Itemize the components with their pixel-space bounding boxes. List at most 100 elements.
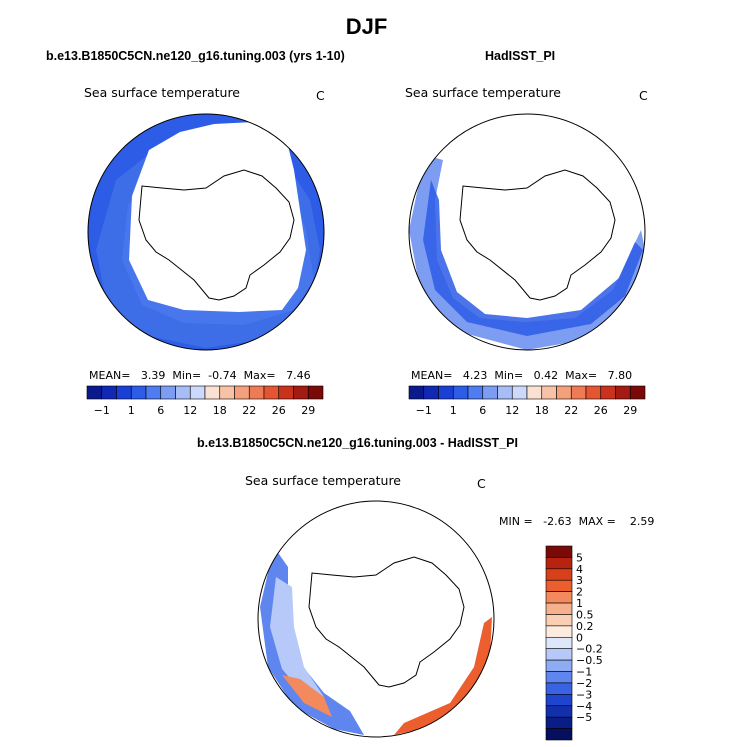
right-min-label: Min= [494, 369, 524, 382]
colorbar-swatch [615, 385, 631, 400]
colorbar-swatch [130, 385, 147, 400]
colorbar-swatch [438, 385, 454, 400]
figure-title: DJF [345, 14, 388, 39]
right-max-label: Max= [565, 369, 598, 382]
right-sst-map [408, 113, 646, 351]
colorbar-tick-label: 22 [564, 404, 578, 417]
colorbar-tick-label: 26 [594, 404, 608, 417]
colorbar-swatch [545, 705, 573, 718]
colorbar-swatch [545, 682, 573, 695]
left-panel-header: b.e13.B1850C5CN.ne120_g16.tuning.003 (yr… [46, 49, 345, 63]
diff-antarctica-coastline [308, 556, 465, 688]
colorbar-swatch [204, 385, 221, 400]
diff-warm-patch-west [282, 675, 332, 717]
left-min-value: -0.74 [208, 369, 237, 382]
colorbar-tick-label: 12 [183, 404, 197, 417]
colorbar-swatch [86, 385, 103, 400]
right-map-border [408, 113, 646, 351]
colorbar-tick-label: 1 [576, 597, 583, 610]
colorbar-tick-label: 1 [128, 404, 135, 417]
colorbar-tick-label: 29 [623, 404, 637, 417]
colorbar-swatch [101, 385, 117, 400]
colorbar-tick-label: 1 [450, 404, 457, 417]
colorbar-swatch [545, 568, 573, 581]
colorbar-swatch [248, 385, 265, 400]
left-max-value: 7.46 [286, 369, 311, 382]
colorbar-swatch [219, 385, 235, 400]
right-stats-line: MEAN= 4.23 Min= 0.42 Max= 7.80 [411, 369, 632, 382]
colorbar-swatch [511, 385, 528, 400]
diff-variable-label: Sea surface temperature [245, 473, 401, 488]
colorbar-swatch [545, 659, 573, 672]
left-stats-line: MEAN= 3.39 Min= -0.74 Max= 7.46 [89, 369, 311, 382]
colorbar-swatch [545, 557, 573, 570]
colorbar-swatch [600, 385, 616, 400]
colorbar-swatch [526, 385, 543, 400]
colorbar-swatch [278, 385, 294, 400]
left-mean-value: 3.39 [140, 369, 166, 382]
colorbar-swatch [545, 579, 573, 592]
colorbar-swatch [545, 694, 573, 707]
colorbar-swatch [497, 385, 513, 400]
colorbar-tick-label: 0.5 [576, 608, 594, 621]
colorbar-tick-label: −1 [416, 404, 432, 417]
left-colorbar: −1 1 6 12 18 22 26 29 [86, 385, 324, 417]
colorbar-swatch [116, 385, 132, 400]
colorbar-swatch [629, 385, 646, 400]
colorbar-swatch [452, 385, 469, 400]
left-map-border [87, 113, 325, 351]
colorbar-tick-label: 6 [479, 404, 486, 417]
left-antarctica-coastline [138, 169, 295, 301]
right-min-value: 0.42 [533, 369, 559, 382]
colorbar-swatch [545, 614, 573, 627]
colorbar-swatch [175, 385, 191, 400]
colorbar-tick-label: 3 [576, 574, 583, 587]
diff-sst-map [257, 500, 495, 738]
colorbar-tick-label: 4 [576, 563, 583, 576]
right-units-label: C [639, 88, 648, 103]
colorbar-swatch [263, 385, 280, 400]
left-sst-map [87, 113, 325, 351]
colorbar-swatch [545, 545, 573, 558]
colorbar-swatch [293, 385, 309, 400]
colorbar-swatch [234, 385, 250, 400]
colorbar-swatch [545, 591, 573, 604]
left-max-label: Max= [243, 369, 276, 382]
diff-weak-cold-band [270, 577, 324, 697]
right-max-value: 7.80 [607, 369, 633, 382]
colorbar-swatch [189, 385, 206, 400]
right-panel-header: HadISST_PI [485, 49, 556, 63]
colorbar-swatch [545, 716, 573, 729]
colorbar-tick-label: 26 [272, 404, 286, 417]
colorbar-tick-label: 0 [576, 631, 583, 644]
colorbar-swatch [545, 671, 573, 684]
colorbar-tick-label: 29 [301, 404, 315, 417]
diff-warm-band-east [394, 617, 492, 735]
colorbar-swatch [545, 648, 573, 661]
colorbar-swatch [145, 385, 162, 400]
colorbar-swatch [585, 385, 602, 400]
left-min-label: Min= [172, 369, 202, 382]
colorbar-tick-label: −2 [576, 677, 592, 690]
left-units-label: C [316, 88, 325, 103]
colorbar-tick-label: −1 [576, 666, 592, 679]
colorbar-tick-label: −0.5 [576, 654, 603, 667]
right-variable-label: Sea surface temperature [405, 85, 561, 100]
colorbar-tick-label: −0.2 [576, 643, 603, 656]
colorbar-swatch [307, 385, 324, 400]
colorbar-tick-label: 12 [505, 404, 519, 417]
left-variable-label: Sea surface temperature [84, 85, 240, 100]
colorbar-swatch [556, 385, 572, 400]
colorbar-swatch [541, 385, 557, 400]
colorbar-tick-label: 6 [157, 404, 164, 417]
colorbar-tick-label: 0.2 [576, 620, 594, 633]
colorbar-swatch [482, 385, 498, 400]
colorbar-swatch [545, 728, 573, 741]
colorbar-swatch [545, 602, 573, 615]
colorbar-tick-label: 18 [213, 404, 227, 417]
diff-minmax-text: MIN = -2.63 MAX = 2.59 [499, 515, 655, 528]
right-antarctica-coastline [459, 169, 616, 301]
colorbar-tick-label: −1 [94, 404, 110, 417]
colorbar-swatch [570, 385, 587, 400]
